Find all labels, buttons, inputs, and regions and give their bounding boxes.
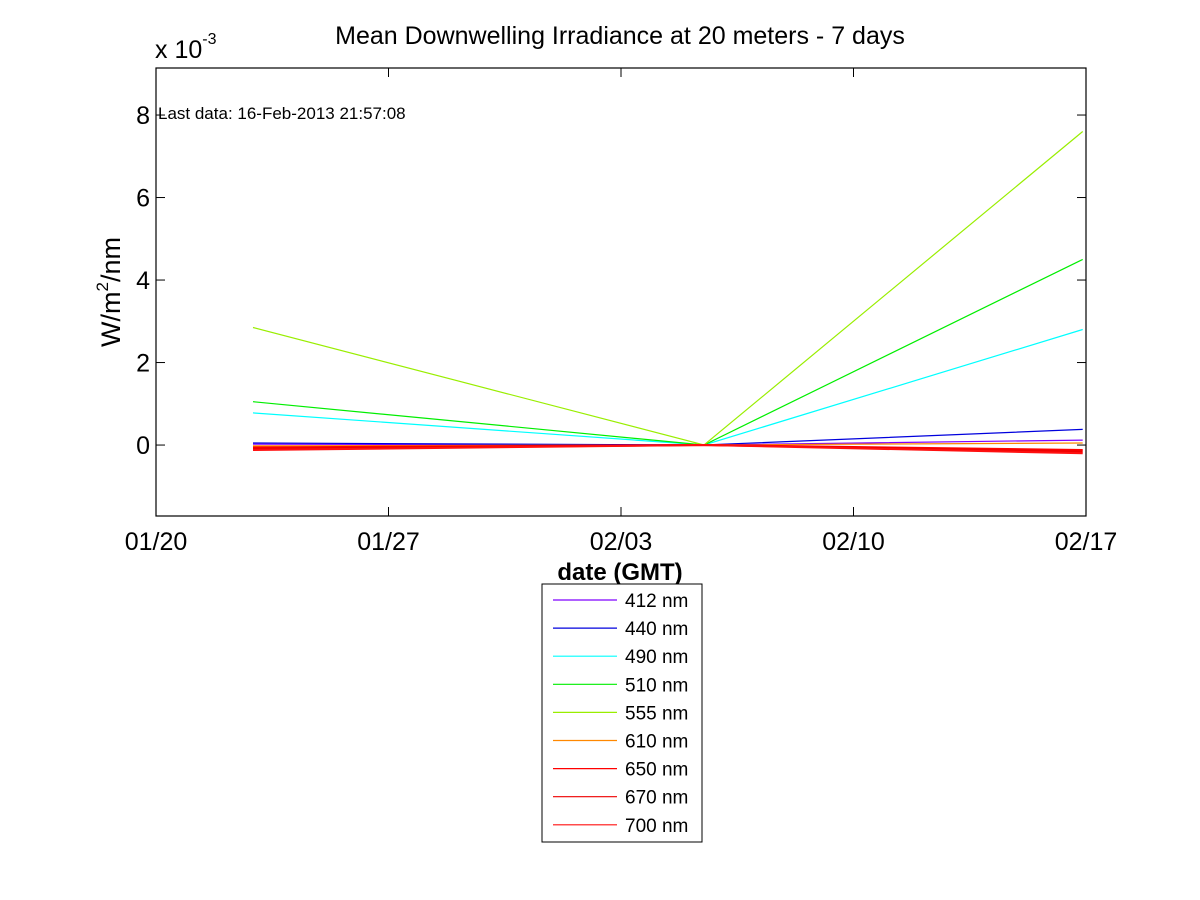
legend-label: 412 nm: [625, 591, 688, 612]
legend-label: 700 nm: [625, 816, 688, 837]
y-tick-label: 0: [136, 432, 150, 460]
y-tick-label: 6: [136, 185, 150, 213]
y-multiplier-exp: -3: [202, 31, 216, 48]
legend-items: 412 nm 440 nm 490 nm 510 nm 555 nm 610 nm 650 …: [553, 591, 688, 837]
legend-label: 650 nm: [625, 760, 688, 781]
y-axis-label-base: W/m: [96, 292, 126, 347]
x-tick-label: 02/03: [590, 528, 653, 556]
y-tick-label: 2: [136, 350, 150, 378]
series-line-700-nm: [252, 443, 1083, 455]
legend: 412 nm 440 nm 490 nm 510 nm 555 nm 610 nm 650 …: [541, 583, 703, 843]
y-axis-label-sup: 2: [93, 282, 112, 291]
x-tick-label: 01/20: [125, 528, 188, 556]
x-tick-label: 02/10: [822, 528, 885, 556]
legend-label: 610 nm: [625, 732, 688, 753]
last-data-annotation: Last data: 16-Feb-2013 21:57:08: [158, 104, 406, 123]
legend-label: 440 nm: [625, 619, 688, 640]
axes-box: [155, 67, 1087, 517]
y-multiplier-base: x 10: [155, 36, 202, 64]
legend-label: 490 nm: [625, 647, 688, 668]
series-lines: [252, 131, 1084, 455]
legend-label: 670 nm: [625, 788, 688, 809]
y-multiplier: x 10-3: [155, 31, 217, 64]
x-axis-label: date (GMT): [557, 559, 682, 586]
x-ticks: 01/20 01/27 02/03 02/10 02/17: [125, 68, 1118, 556]
x-tick-label: 02/17: [1055, 528, 1118, 556]
y-axis-label-tail: /nm: [96, 237, 126, 282]
y-tick-label: 4: [136, 267, 150, 295]
x-tick-label: 01/27: [357, 528, 420, 556]
plot-area: 01/20 01/27 02/03 02/10 02/17 0 2 4 6 8: [125, 67, 1118, 556]
legend-label: 510 nm: [625, 675, 688, 696]
y-tick-label: 8: [136, 102, 150, 130]
y-ticks: 0 2 4 6 8: [136, 102, 1086, 460]
chart-title: Mean Downwelling Irradiance at 20 meters…: [335, 22, 905, 50]
legend-label: 555 nm: [625, 703, 688, 724]
y-axis-label: W/m2/nm: [93, 237, 126, 347]
